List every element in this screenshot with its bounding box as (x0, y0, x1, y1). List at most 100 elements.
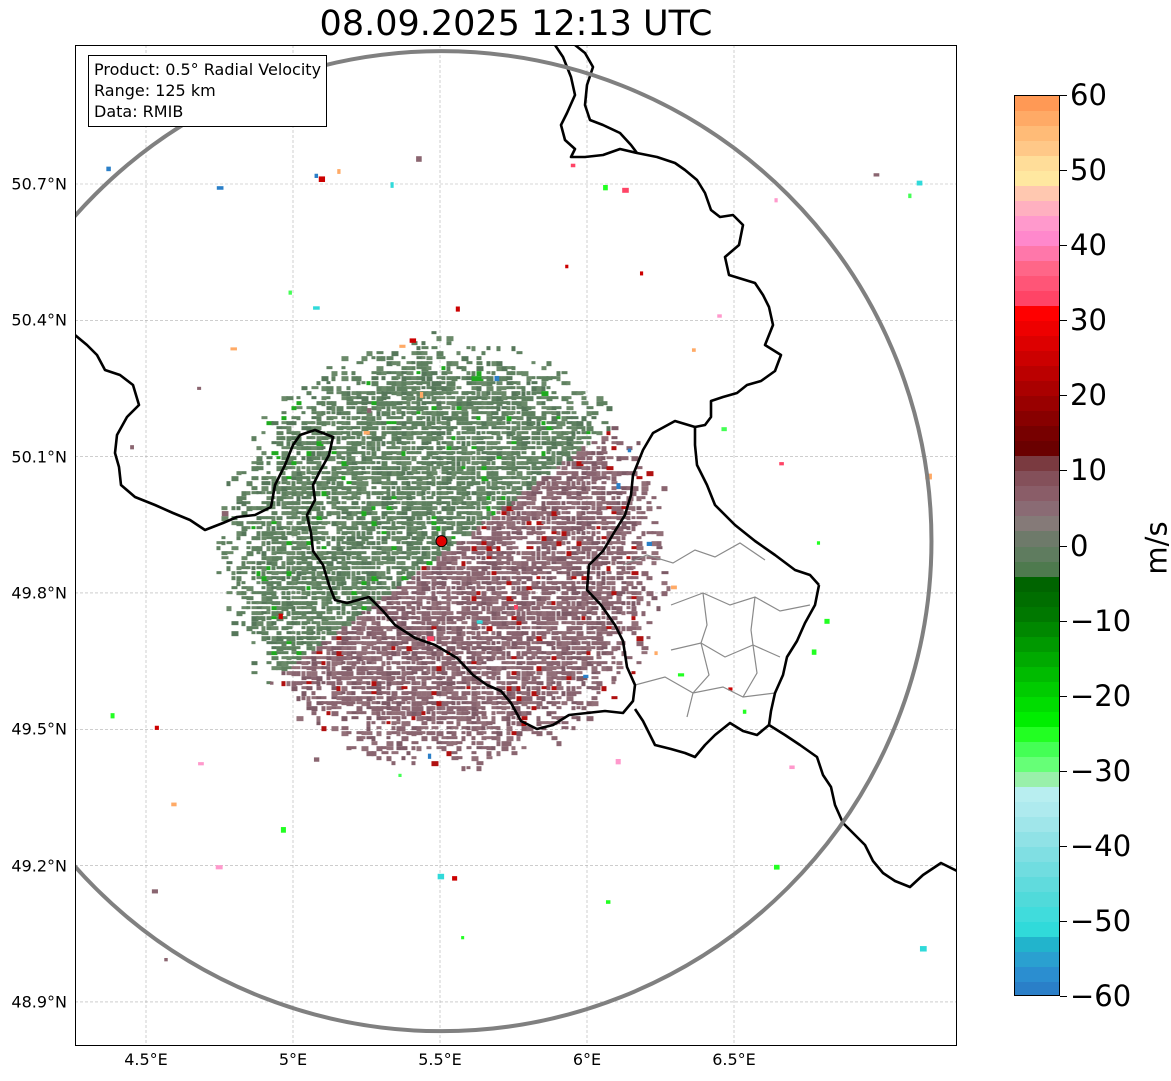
echo-pixel (241, 561, 246, 567)
echo-pixel (326, 476, 333, 482)
echo-pixel (581, 521, 587, 527)
echo-pixel (311, 426, 318, 431)
echo-pixel (521, 426, 528, 431)
echo-pixel (551, 681, 556, 685)
echo-pixel (401, 641, 409, 645)
echo-pixel (481, 631, 489, 635)
echo-pixel (326, 521, 331, 525)
echo-pixel (396, 471, 404, 477)
echo-pixel (516, 686, 521, 692)
echo-pixel (481, 561, 488, 565)
echo-pixel (421, 526, 427, 530)
echo-pixel (606, 606, 611, 611)
echo-pixel (451, 701, 456, 706)
echo-pixel (456, 511, 462, 517)
echo-pixel (586, 496, 593, 500)
echo-pixel (396, 436, 402, 442)
echo-pixel (286, 566, 291, 572)
echo-pixel (371, 506, 376, 511)
echo-pixel (276, 536, 283, 540)
echo-pixel (476, 711, 484, 715)
echo-pixel (246, 601, 251, 605)
echo-pixel (511, 676, 518, 680)
echo-pixel (591, 686, 598, 691)
echo-pixel (456, 591, 464, 596)
echo-pixel (466, 596, 471, 602)
echo-pixel (311, 601, 318, 606)
radar-map[interactable] (75, 45, 957, 1046)
echo-pixel (611, 586, 616, 592)
echo-pixel (291, 616, 298, 621)
echo-pixel (606, 586, 611, 591)
echo-pixel (416, 686, 423, 690)
echo-pixel (441, 356, 446, 360)
echo-pixel (351, 716, 359, 720)
echo-pixel (546, 491, 554, 497)
echo-pixel (561, 691, 566, 697)
echo-pixel (291, 481, 296, 487)
echo-pixel (266, 611, 271, 615)
echo-pixel (406, 441, 411, 445)
echo-pixel (421, 381, 427, 385)
echo-pixel (611, 501, 617, 506)
echo-pixel (446, 626, 452, 631)
echo-pixel (571, 421, 579, 427)
echo-pixel (396, 726, 402, 732)
echo-pixel (331, 581, 336, 586)
echo-pixel (306, 526, 311, 532)
echo-pixel (361, 691, 368, 695)
echo-pixel (596, 636, 604, 642)
echo-pixel (406, 481, 411, 487)
echo-pixel (501, 746, 509, 752)
echo-pixel (256, 516, 262, 521)
colorbar-segment (1015, 306, 1059, 322)
echo-pixel (461, 646, 469, 651)
echo-pixel (426, 391, 434, 397)
echo-pixel (581, 611, 587, 617)
clutter-pixel (419, 391, 424, 398)
echo-pixel (511, 536, 517, 540)
echo-pixel (586, 461, 592, 465)
echo-pixel (271, 641, 278, 645)
echo-pixel (426, 711, 431, 715)
echo-pixel (366, 656, 373, 662)
echo-pixel (286, 496, 294, 500)
echo-pixel (581, 466, 589, 471)
echo-pixel (431, 591, 436, 597)
echo-pixel (406, 696, 414, 701)
echo-pixel (581, 471, 588, 476)
echo-pixel (601, 461, 608, 467)
echo-pixel (631, 611, 638, 617)
echo-pixel (571, 536, 576, 541)
echo-pixel (471, 681, 479, 685)
echo-pixel (591, 696, 598, 701)
echo-pixel (331, 471, 339, 477)
echo-pixel (311, 516, 319, 520)
echo-pixel (306, 631, 314, 636)
echo-pixel (296, 546, 302, 551)
echo-pixel (526, 696, 533, 702)
echo-pixel (531, 491, 537, 497)
echo-pixel (541, 586, 549, 592)
echo-pixel (486, 721, 493, 726)
echo-pixel (431, 546, 437, 550)
echo-pixel (476, 526, 481, 532)
echo-pixel (351, 476, 359, 481)
echo-pixel (281, 511, 289, 516)
echo-pixel (356, 621, 364, 626)
radar-site-marker[interactable] (435, 535, 448, 548)
echo-pixel (536, 486, 541, 491)
echo-pixel (291, 581, 298, 586)
echo-pixel (276, 666, 283, 671)
echo-pixel (426, 496, 434, 500)
echo-pixel (531, 681, 537, 685)
echo-pixel (486, 446, 493, 451)
echo-pixel (386, 571, 391, 575)
echo-pixel (506, 541, 513, 546)
echo-pixel (566, 631, 572, 635)
echo-pixel (606, 621, 614, 626)
echo-pixel (626, 611, 634, 615)
echo-pixel (531, 456, 539, 462)
echo-pixel (531, 586, 537, 590)
echo-pixel (631, 516, 636, 520)
